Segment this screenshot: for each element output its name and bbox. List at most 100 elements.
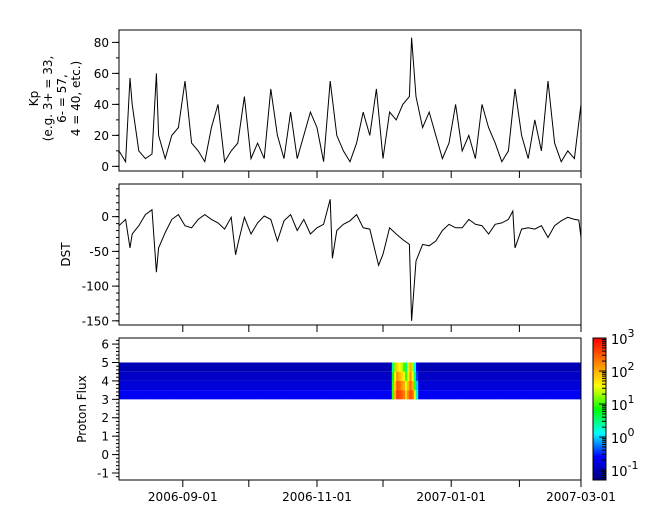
heatmap-cell <box>563 362 566 372</box>
colorbar-gradient-step <box>593 421 606 423</box>
heatmap-cell <box>134 362 137 372</box>
y-tick-label: 6 <box>101 338 109 352</box>
heatmap-cell <box>552 380 555 391</box>
heatmap-cell <box>574 362 577 372</box>
heatmap-cell <box>409 371 412 381</box>
y-tick-label: 2 <box>101 411 109 425</box>
heatmap-cell <box>273 390 276 400</box>
heatmap-cell <box>319 371 322 381</box>
heatmap-cell <box>345 390 349 400</box>
heatmap-cell <box>545 371 549 381</box>
heatmap-cell <box>160 380 164 391</box>
heatmap-cell <box>451 390 454 400</box>
heatmap-cell <box>537 371 540 381</box>
heatmap-cell <box>548 362 551 372</box>
heatmap-cell <box>427 390 430 400</box>
heatmap-cell <box>187 362 190 372</box>
colorbar-gradient-step <box>593 411 606 413</box>
colorbar-tick-base: 10 <box>611 366 628 381</box>
heatmap-cell <box>127 380 131 391</box>
heatmap-cell <box>275 362 278 372</box>
heatmap-cell <box>171 390 175 400</box>
heatmap-cell <box>339 380 342 391</box>
heatmap-cell <box>363 390 366 400</box>
colorbar-gradient-step <box>593 466 606 468</box>
heatmap-cell <box>526 380 529 391</box>
heatmap-cell <box>554 380 558 391</box>
colorbar-gradient-step <box>593 454 606 456</box>
heatmap-cell <box>121 380 124 391</box>
heatmap-cell <box>187 371 190 381</box>
colorbar-gradient-step <box>593 430 606 432</box>
heatmap-cell <box>213 390 217 400</box>
heatmap-cell <box>506 371 509 381</box>
colorbar-gradient-step <box>593 478 606 480</box>
heatmap-cell <box>462 371 465 381</box>
heatmap-cell <box>251 371 254 381</box>
heatmap-cell <box>279 371 283 381</box>
heatmap-cell <box>468 380 472 391</box>
heatmap-cell <box>125 371 129 381</box>
colorbar-gradient-step <box>593 348 606 350</box>
heatmap-cell <box>301 371 305 381</box>
heatmap-cell <box>396 380 399 391</box>
heatmap-cell <box>385 390 388 400</box>
colorbar-gradient-step <box>593 460 606 462</box>
heatmap-cell <box>299 390 302 400</box>
heatmap-cell <box>229 362 232 372</box>
colorbar-gradient-step <box>593 461 606 463</box>
heatmap-cell <box>356 371 360 381</box>
heatmap-cell <box>224 380 228 391</box>
heatmap-cell <box>446 390 450 400</box>
heatmap-cell <box>143 362 146 372</box>
heatmap-cell <box>572 380 575 391</box>
heatmap-cell <box>431 362 434 372</box>
heatmap-cell <box>332 380 335 391</box>
heatmap-cell <box>262 380 265 391</box>
heatmap-cell <box>526 390 529 400</box>
heatmap-cell <box>350 371 353 381</box>
colorbar-gradient-step <box>593 408 606 410</box>
heatmap-cell <box>149 371 153 381</box>
heatmap-cell <box>517 371 520 381</box>
heatmap-cell <box>559 390 562 400</box>
heatmap-cell <box>369 371 373 381</box>
heatmap-cell <box>312 390 316 400</box>
heatmap-cell <box>576 390 580 400</box>
heatmap-cell <box>211 380 214 391</box>
heatmap-cell <box>165 371 168 381</box>
heatmap-cell <box>453 380 456 391</box>
heatmap-cell <box>165 390 168 400</box>
heatmap-cell <box>347 362 351 372</box>
y-tick-label: 0 <box>101 448 109 462</box>
heatmap-cell <box>290 371 294 381</box>
heatmap-cell <box>178 371 181 381</box>
colorbar-gradient-step <box>593 395 606 397</box>
heatmap-cell <box>127 362 131 372</box>
heatmap-cell <box>378 380 382 391</box>
heatmap-cell <box>530 362 533 372</box>
heatmap-cell <box>475 380 478 391</box>
colorbar-gradient-step <box>593 447 606 449</box>
colorbar-gradient-step <box>593 451 606 453</box>
heatmap-cell <box>286 371 289 381</box>
colorbar-gradient-step <box>593 352 606 354</box>
heatmap-cell <box>297 371 300 381</box>
heatmap-cell <box>277 362 280 372</box>
heatmap-cell <box>462 390 465 400</box>
heatmap-cell <box>501 380 505 391</box>
heatmap-cell <box>301 390 305 400</box>
heatmap-cell <box>202 371 206 381</box>
heatmap-cell <box>402 380 406 391</box>
heatmap-cell <box>389 371 393 381</box>
heatmap-cell <box>235 390 239 400</box>
heatmap-cell <box>187 380 190 391</box>
heatmap-cell <box>149 362 153 372</box>
heatmap-cell <box>407 390 410 400</box>
heatmap-cell <box>550 371 553 381</box>
heatmap-cell <box>141 380 144 391</box>
heatmap-cell <box>548 390 551 400</box>
heatmap-cell <box>451 362 454 372</box>
heatmap-cell <box>198 371 201 381</box>
